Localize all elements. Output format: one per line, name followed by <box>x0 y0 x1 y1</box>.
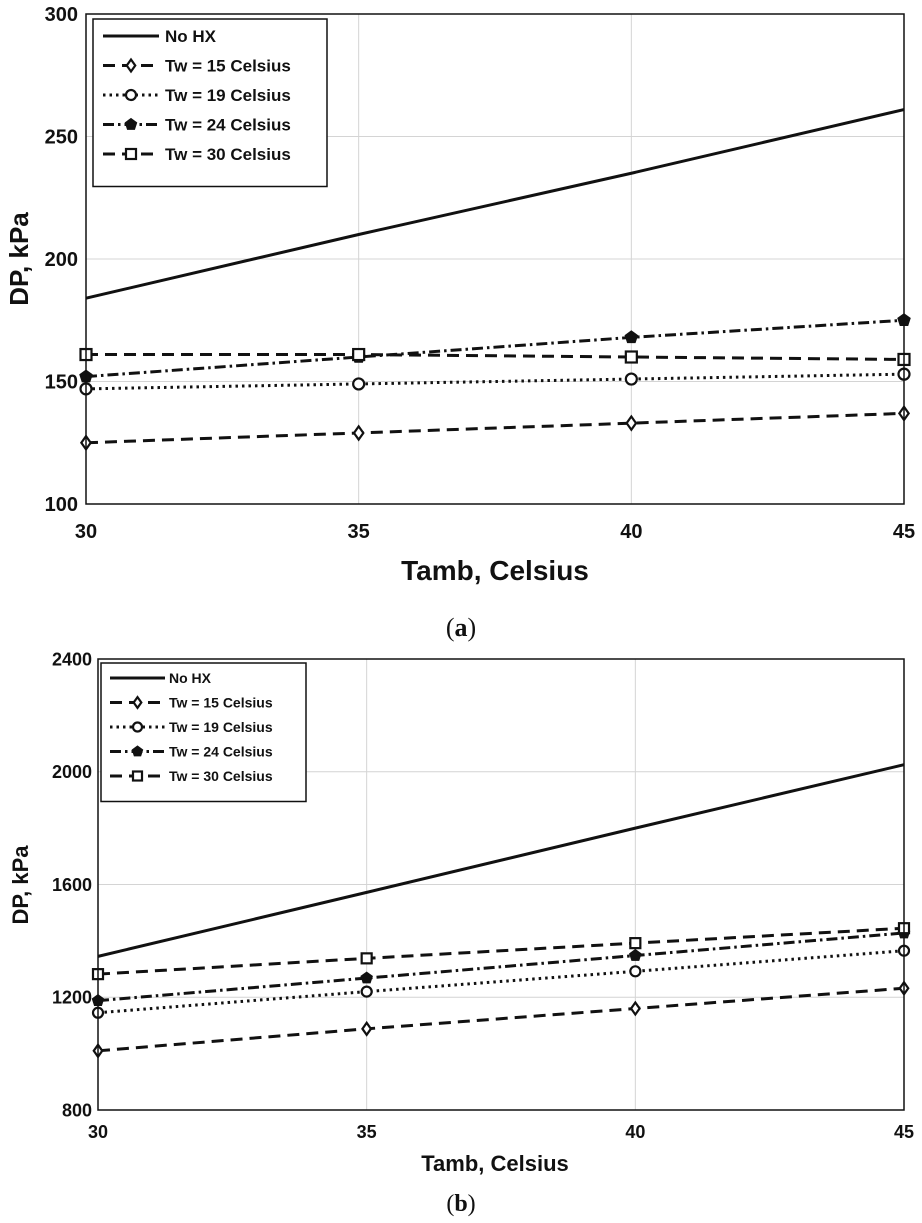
series-line <box>85 411 905 445</box>
x-tick-label: 30 <box>75 521 97 543</box>
x-tick-label: 35 <box>348 521 370 543</box>
legend-label: Tw = 24 Celsius <box>165 116 291 135</box>
series-no-hx <box>85 108 905 300</box>
data-point <box>629 948 642 961</box>
x-tick-label: 45 <box>894 1122 914 1142</box>
series-line <box>97 949 905 1015</box>
series-line <box>86 353 905 361</box>
data-point <box>629 937 642 950</box>
series-tw-19-celsius <box>91 944 911 1019</box>
x-axis-label: Tamb, Celsius <box>401 555 589 586</box>
data-point <box>625 414 638 432</box>
legend-marker <box>124 147 138 161</box>
y-axis-label: DP, kPa <box>8 845 33 925</box>
panel-caption: (a) <box>446 613 476 642</box>
series-line <box>97 926 905 976</box>
x-tick-label: 45 <box>893 521 915 543</box>
data-point <box>361 1020 373 1037</box>
legend-item: Tw = 19 Celsius <box>103 86 291 105</box>
y-tick-label: 300 <box>45 4 78 26</box>
data-point <box>624 330 639 344</box>
data-point <box>624 372 638 386</box>
data-point <box>629 1000 641 1017</box>
legend-marker <box>131 770 144 782</box>
legend-item: Tw = 15 Celsius <box>110 695 273 711</box>
y-tick-label: 100 <box>45 494 78 516</box>
legend-marker <box>124 88 138 102</box>
legend-item: No HX <box>110 670 212 686</box>
panel-caption: (b) <box>446 1191 475 1217</box>
y-tick-label: 2000 <box>52 762 92 782</box>
axes-frame <box>97 658 905 1111</box>
series-line <box>85 318 905 379</box>
data-point <box>360 985 373 998</box>
data-point <box>629 965 642 978</box>
legend-item: Tw = 30 Celsius <box>103 145 291 164</box>
legend-item: No HX <box>103 27 217 46</box>
legend-item: Tw = 15 Celsius <box>103 57 291 76</box>
legend-item: Tw = 24 Celsius <box>110 744 273 760</box>
data-point <box>352 347 366 362</box>
axes-frame <box>85 13 905 505</box>
legend-item: Tw = 19 Celsius <box>110 719 273 735</box>
y-axis-label: DP, kPa <box>4 212 34 306</box>
y-tick-label: 250 <box>45 127 78 149</box>
y-tick-label: 200 <box>45 249 78 271</box>
legend-marker <box>125 57 137 74</box>
series-line <box>97 763 905 958</box>
legend-marker <box>131 721 144 733</box>
chart-panel-a: 30 35 40 45 100 150 200 250 300 Tamb, Celsius DP, … <box>4 4 915 642</box>
y-tick-label: 2400 <box>52 649 92 669</box>
series-line <box>97 931 905 1003</box>
y-tick-label: 150 <box>45 372 78 394</box>
legend-label: Tw = 15 Celsius <box>165 57 291 76</box>
legend-label: No HX <box>165 27 217 46</box>
legend: No HX Tw = 15 Celsius Tw = 19 Celsius Tw = … <box>92 18 328 188</box>
x-tick-label: 30 <box>88 1122 108 1142</box>
x-tick-label: 35 <box>357 1122 377 1142</box>
legend-label: Tw = 30 Celsius <box>169 768 273 784</box>
chart-panel-b: 30 35 40 45 800 1200 1600 2000 2400 Tamb, Celsius… <box>8 649 914 1217</box>
series-no-hx <box>97 763 905 958</box>
data-point <box>352 377 366 391</box>
legend-label: Tw = 15 Celsius <box>169 695 273 711</box>
data-point <box>624 350 638 364</box>
legend-label: No HX <box>169 670 212 686</box>
legend: No HX Tw = 15 Celsius Tw = 19 Celsius Tw = … <box>100 662 307 803</box>
legend-item: Tw = 30 Celsius <box>110 768 273 784</box>
legend-label: Tw = 19 Celsius <box>169 719 273 735</box>
data-point <box>352 424 365 442</box>
legend-marker <box>131 745 144 757</box>
legend-marker <box>132 695 143 710</box>
legend-label: Tw = 30 Celsius <box>165 145 291 164</box>
legend-label: Tw = 24 Celsius <box>169 744 273 760</box>
y-tick-label: 1600 <box>52 875 92 895</box>
legend-label: Tw = 19 Celsius <box>165 86 291 105</box>
y-tick-label: 1200 <box>52 988 92 1008</box>
x-tick-label: 40 <box>625 1122 645 1142</box>
x-tick-label: 40 <box>620 521 642 543</box>
legend-item: Tw = 24 Celsius <box>103 116 291 135</box>
y-tick-label: 800 <box>62 1100 92 1120</box>
data-point <box>360 971 373 984</box>
series-line <box>97 986 905 1053</box>
series-line <box>85 108 905 300</box>
legend-marker <box>124 117 138 130</box>
data-point <box>360 952 373 965</box>
x-axis-label: Tamb, Celsius <box>421 1151 569 1176</box>
